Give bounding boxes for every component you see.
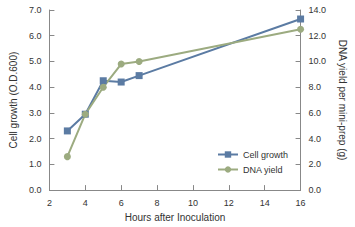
svg-text:6.0: 6.0 xyxy=(29,31,42,41)
svg-text:12.0: 12.0 xyxy=(309,31,327,41)
svg-text:6: 6 xyxy=(119,198,124,208)
svg-text:3.0: 3.0 xyxy=(29,108,42,118)
svg-text:14.0: 14.0 xyxy=(309,5,327,15)
svg-text:2.0: 2.0 xyxy=(29,134,42,144)
svg-text:16: 16 xyxy=(296,198,306,208)
svg-text:Cell growth: Cell growth xyxy=(243,150,288,160)
svg-text:DNA yield per mini-prep (g): DNA yield per mini-prep (g) xyxy=(337,40,348,161)
svg-text:5.0: 5.0 xyxy=(29,56,42,66)
svg-text:8: 8 xyxy=(155,198,160,208)
svg-text:2.0: 2.0 xyxy=(309,159,322,169)
svg-text:4.0: 4.0 xyxy=(309,134,322,144)
svg-text:14: 14 xyxy=(260,198,270,208)
svg-text:DNA yield: DNA yield xyxy=(243,165,283,175)
svg-text:Cell growth (O.D.600): Cell growth (O.D.600) xyxy=(8,52,19,149)
svg-text:4: 4 xyxy=(83,198,88,208)
svg-text:0.0: 0.0 xyxy=(309,185,322,195)
svg-text:8.0: 8.0 xyxy=(309,82,322,92)
svg-text:4.0: 4.0 xyxy=(29,82,42,92)
svg-text:10: 10 xyxy=(188,198,198,208)
svg-text:7.0: 7.0 xyxy=(29,5,42,15)
svg-text:0.0: 0.0 xyxy=(29,185,42,195)
svg-text:12: 12 xyxy=(224,198,234,208)
svg-text:Hours after Inoculation: Hours after Inoculation xyxy=(125,212,226,223)
svg-text:1.0: 1.0 xyxy=(29,159,42,169)
svg-text:10.0: 10.0 xyxy=(309,56,327,66)
svg-text:2: 2 xyxy=(47,198,52,208)
svg-text:6.0: 6.0 xyxy=(309,108,322,118)
